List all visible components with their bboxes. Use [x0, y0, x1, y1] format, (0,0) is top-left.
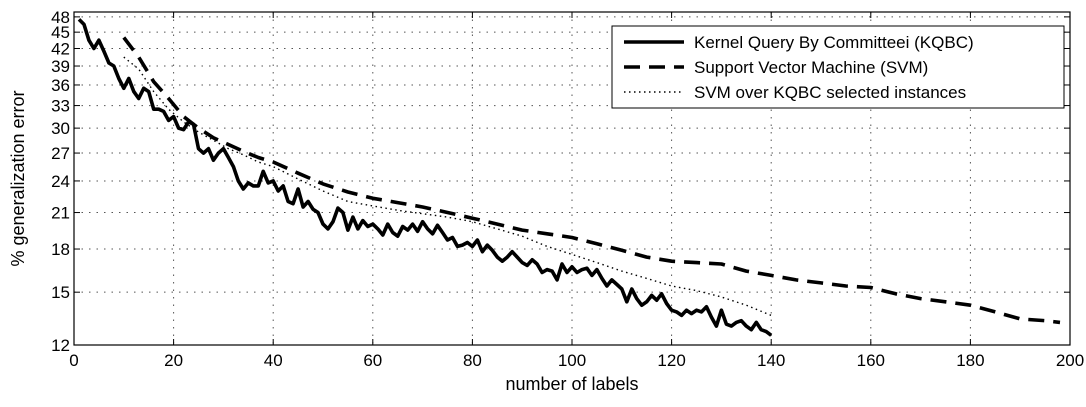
legend: Kernel Query By Committeei (KQBC) Support…	[611, 25, 1065, 109]
x-tick-label: 80	[463, 351, 482, 370]
y-tick-label: 12	[51, 336, 70, 355]
x-tick-label: 40	[264, 351, 283, 370]
legend-label: Support Vector Machine (SVM)	[694, 58, 928, 77]
x-tick-label: 60	[363, 351, 382, 370]
y-axis-title: % generalization error	[8, 90, 28, 266]
x-tick-labels: 0 20 40 60 80 100 120 140 160 180 200	[69, 351, 1084, 370]
x-tick-label: 200	[1056, 351, 1084, 370]
y-tick-label: 24	[51, 172, 70, 191]
y-tick-label: 42	[51, 39, 70, 58]
x-tick-label: 180	[956, 351, 984, 370]
y-tick-label: 33	[51, 97, 70, 116]
x-tick-label: 100	[558, 351, 586, 370]
legend-box	[611, 25, 1065, 109]
y-tick-label: 45	[51, 23, 70, 42]
x-tick-label: 120	[657, 351, 685, 370]
y-tick-label: 27	[51, 144, 70, 163]
y-tick-label: 18	[51, 240, 70, 259]
x-tick-label: 160	[857, 351, 885, 370]
grid	[74, 12, 1070, 345]
series-line-solid	[77, 18, 773, 337]
x-axis-title: number of labels	[505, 374, 638, 394]
x-tick-label: 140	[757, 351, 785, 370]
x-tick-label: 20	[164, 351, 183, 370]
y-tick-label: 36	[51, 76, 70, 95]
series-line-dashed	[122, 36, 1061, 325]
y-tick-label: 15	[51, 283, 70, 302]
y-tick-label: 30	[51, 119, 70, 138]
series-layer	[77, 18, 1061, 337]
y-tick-label: 48	[51, 8, 70, 27]
y-tick-label: 39	[51, 57, 70, 76]
legend-label: Kernel Query By Committeei (KQBC)	[694, 33, 974, 52]
legend-label: SVM over KQBC selected instances	[694, 83, 966, 102]
y-tick-label: 21	[51, 204, 70, 223]
ticks	[73, 12, 1071, 346]
x-tick-label: 0	[69, 351, 78, 370]
